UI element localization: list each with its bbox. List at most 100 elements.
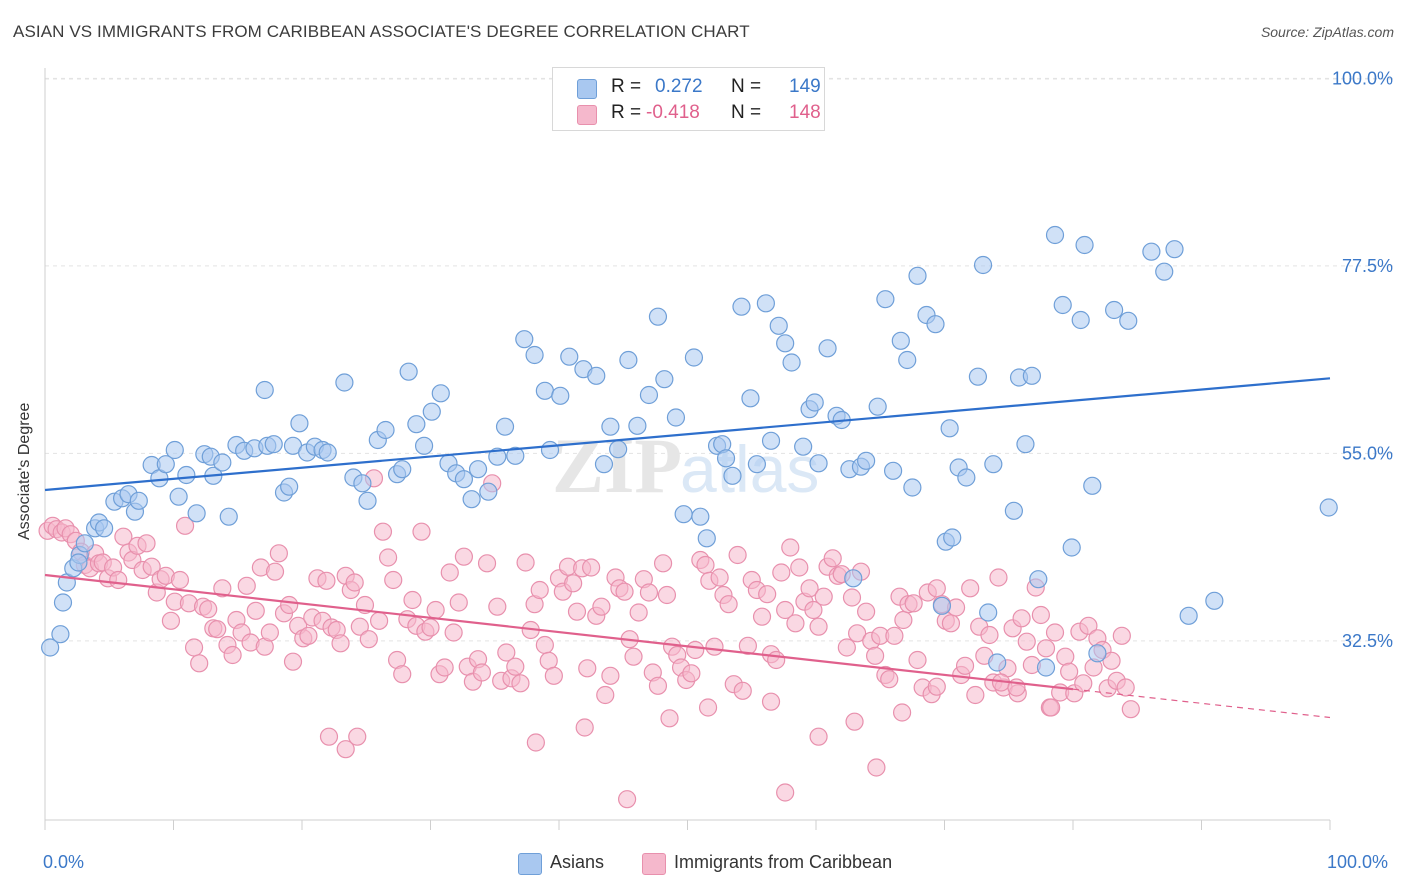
caribbean-point bbox=[223, 645, 242, 665]
asians-point bbox=[601, 417, 620, 436]
caribbean-point bbox=[582, 558, 601, 577]
asians-point bbox=[53, 593, 73, 612]
asians-point bbox=[809, 454, 828, 473]
asians-point bbox=[255, 380, 274, 400]
caribbean-point bbox=[698, 698, 718, 717]
correlation-legend: R = 0.272 N = 149 R = -0.418 N = 148 bbox=[552, 67, 825, 131]
caribbean-point bbox=[648, 676, 668, 695]
caribbean-point bbox=[1045, 623, 1065, 642]
asians-point bbox=[177, 465, 196, 485]
caribbean-point bbox=[728, 545, 747, 565]
asians-point bbox=[1075, 235, 1094, 255]
legend-r-value-caribbean: -0.418 bbox=[646, 102, 700, 123]
caribbean-point bbox=[331, 634, 350, 653]
caribbean-point bbox=[682, 664, 701, 683]
caribbean-point bbox=[927, 677, 946, 696]
caribbean-point bbox=[444, 623, 463, 642]
caribbean-point bbox=[506, 657, 525, 676]
asians-point bbox=[1053, 295, 1072, 315]
caribbean-point bbox=[175, 516, 195, 535]
caribbean-point bbox=[845, 712, 864, 731]
caribbean-point bbox=[800, 579, 819, 598]
asians-point bbox=[318, 443, 337, 462]
caribbean-point bbox=[904, 594, 923, 613]
caribbean-point bbox=[526, 733, 545, 752]
caribbean-point bbox=[786, 614, 805, 633]
bottom-legend-label-caribbean: Immigrants from Caribbean bbox=[674, 852, 893, 872]
caribbean-point bbox=[199, 600, 218, 619]
caribbean-point bbox=[488, 597, 507, 616]
caribbean-point bbox=[511, 674, 530, 693]
caribbean-point bbox=[319, 727, 339, 746]
caribbean-point bbox=[564, 574, 583, 593]
caribbean-point bbox=[908, 650, 927, 670]
asians-point bbox=[747, 455, 766, 474]
caribbean-point bbox=[867, 758, 886, 777]
caribbean-point bbox=[705, 637, 724, 656]
asians-point bbox=[551, 386, 570, 405]
caribbean-point bbox=[710, 568, 729, 587]
asians-point bbox=[1119, 311, 1138, 330]
asians-point bbox=[1205, 591, 1224, 610]
asians-point bbox=[1029, 570, 1048, 589]
asians-point bbox=[1016, 435, 1035, 454]
caribbean-point bbox=[393, 665, 412, 684]
caribbean-point bbox=[348, 727, 367, 746]
caribbean-point bbox=[299, 626, 318, 645]
caribbean-point bbox=[814, 587, 833, 606]
asians-point bbox=[940, 419, 959, 438]
caribbean-point bbox=[719, 595, 738, 614]
asians-point bbox=[353, 474, 372, 493]
asians-point bbox=[973, 255, 993, 275]
asians-point bbox=[891, 331, 910, 350]
caribbean-point bbox=[440, 563, 459, 582]
caribbean-point bbox=[857, 602, 876, 621]
caribbean-point bbox=[530, 580, 549, 600]
asians-point bbox=[697, 529, 716, 548]
caribbean-point bbox=[516, 553, 535, 572]
asians-point bbox=[968, 367, 988, 386]
asians-point bbox=[525, 345, 544, 365]
caribbean-point bbox=[497, 643, 516, 662]
asians-point bbox=[431, 384, 450, 403]
asians-point bbox=[506, 446, 525, 465]
caribbean-point bbox=[1116, 678, 1135, 697]
asians-point bbox=[691, 507, 710, 526]
y-axis-label: Associate's Degree bbox=[16, 402, 33, 540]
asians-point bbox=[908, 266, 927, 285]
caribbean-point bbox=[345, 573, 364, 592]
caribbean-point bbox=[837, 638, 856, 657]
caribbean-point bbox=[454, 547, 474, 566]
caribbean-point bbox=[1060, 662, 1079, 681]
caribbean-point bbox=[109, 570, 128, 590]
caribbean-point bbox=[246, 601, 265, 620]
caribbean-point bbox=[880, 670, 899, 689]
bottom-legend-swatch-caribbean bbox=[642, 853, 666, 875]
asians-point bbox=[335, 373, 354, 392]
x-tick-label-min: 0.0% bbox=[43, 852, 85, 872]
asians-point bbox=[1062, 538, 1081, 557]
asians-point bbox=[818, 339, 837, 358]
caribbean-point bbox=[280, 595, 299, 615]
caribbean-point bbox=[384, 570, 403, 590]
asians-point bbox=[213, 453, 232, 472]
asians-point bbox=[857, 451, 876, 470]
caribbean-point bbox=[772, 563, 791, 582]
asians-point bbox=[794, 437, 813, 456]
gridlines bbox=[45, 77, 1395, 642]
asians-point bbox=[290, 414, 309, 433]
caribbean-point bbox=[412, 522, 431, 541]
asians-point bbox=[926, 315, 945, 334]
legend-n-label: N = bbox=[731, 102, 762, 123]
caribbean-point bbox=[892, 703, 912, 722]
caribbean-point bbox=[170, 570, 190, 590]
caribbean-point bbox=[161, 611, 181, 630]
caribbean-point bbox=[615, 582, 634, 601]
legend-n-value-asians: 149 bbox=[789, 76, 821, 97]
asians-point bbox=[1179, 606, 1198, 625]
y-tick-label: 32.5% bbox=[1342, 631, 1393, 651]
legend-n-label: N = bbox=[731, 76, 762, 97]
caribbean-point bbox=[1112, 626, 1131, 645]
asians-point bbox=[984, 455, 1003, 474]
caribbean-point bbox=[208, 620, 227, 639]
